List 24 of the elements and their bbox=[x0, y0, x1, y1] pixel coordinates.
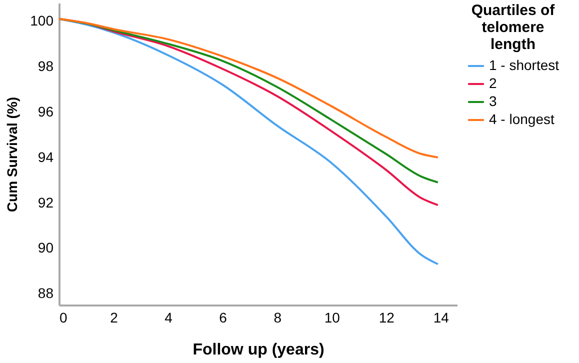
x-tick-label: 14 bbox=[433, 310, 450, 326]
x-tick-label: 2 bbox=[110, 310, 118, 326]
line-series bbox=[58, 18, 439, 158]
y-tick-label: 90 bbox=[38, 240, 54, 256]
y-tick-label: 88 bbox=[38, 285, 54, 302]
legend-title: Quartiles of telomere length bbox=[471, 2, 556, 53]
y-axis-title: Cum Survival (%) bbox=[4, 96, 20, 212]
y-tick-label: 96 bbox=[38, 103, 54, 120]
line-series bbox=[58, 18, 439, 266]
y-tick-label: 92 bbox=[38, 194, 54, 210]
x-tick-label: 10 bbox=[324, 310, 340, 326]
x-tick-label: 8 bbox=[274, 310, 282, 326]
legend-label: 4 - longest bbox=[489, 111, 554, 127]
x-tick-label: 12 bbox=[378, 310, 395, 326]
y-tick-label: 98 bbox=[38, 58, 54, 74]
legend-label: 3 bbox=[489, 93, 497, 109]
x-tick-label: 0 bbox=[60, 310, 68, 326]
legend-label: 2 bbox=[489, 75, 497, 91]
y-tick-label: 94 bbox=[38, 148, 54, 165]
x-tick-label: 4 bbox=[164, 310, 173, 326]
legend-label: 1 - shortest bbox=[489, 57, 560, 73]
x-tick-label: 6 bbox=[219, 310, 228, 326]
y-tick-label: 100 bbox=[30, 12, 54, 29]
x-axis-title: Follow up (years) bbox=[192, 342, 324, 358]
